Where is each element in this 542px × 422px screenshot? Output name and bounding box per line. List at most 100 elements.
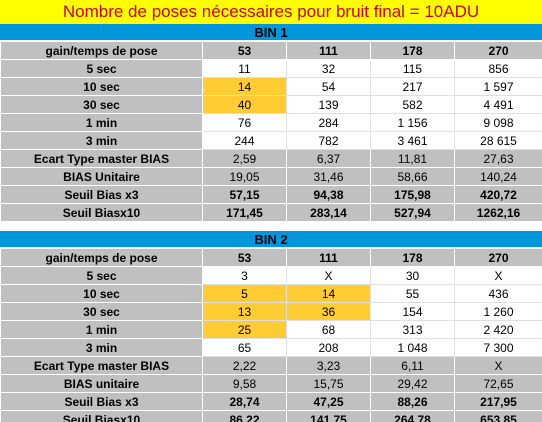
value-cell: 28 615 bbox=[454, 131, 542, 150]
stats-value-cell: 29,42 bbox=[370, 374, 455, 393]
highlighted-value-cell: 40 bbox=[202, 95, 287, 114]
stats-value-cell: 11,81 bbox=[370, 149, 455, 168]
highlighted-value-cell: 5 bbox=[202, 284, 287, 303]
value-cell: 115 bbox=[370, 59, 455, 78]
exposure-label-cell: 3 min bbox=[0, 338, 203, 357]
table-header-row: gain/temps de pose 53 111 178 270 bbox=[0, 248, 542, 267]
exposure-row: 10 sec 14 54 217 1 597 bbox=[0, 77, 542, 96]
highlighted-value-cell: 25 bbox=[202, 320, 287, 339]
header-label-cell: gain/temps de pose bbox=[0, 248, 203, 267]
bin2-section: BIN 2 gain/temps de pose 53 111 178 270 5 sec… bbox=[0, 231, 542, 422]
stats-label-cell: Ecart Type master BIAS bbox=[0, 149, 203, 168]
stats-value-cell: 653,85 bbox=[454, 410, 542, 422]
exposure-label-cell: 10 sec bbox=[0, 77, 203, 96]
stats-row: Seuil Bias x3 28,74 47,25 88,26 217,95 bbox=[0, 392, 542, 411]
bin2-table: gain/temps de pose 53 111 178 270 5 sec 3 X 30 X 1… bbox=[0, 248, 542, 422]
value-cell: 436 bbox=[454, 284, 542, 303]
highlighted-value-cell: 14 bbox=[202, 77, 287, 96]
highlighted-value-cell: 36 bbox=[286, 302, 371, 321]
stats-value-cell: 175,98 bbox=[370, 185, 455, 204]
exposure-row: 10 sec 5 14 55 436 bbox=[0, 284, 542, 303]
stats-value-cell: 47,25 bbox=[286, 392, 371, 411]
exposure-row: 30 sec 40 139 582 4 491 bbox=[0, 95, 542, 114]
stats-value-cell: 31,46 bbox=[286, 167, 371, 186]
value-cell: 7 300 bbox=[454, 338, 542, 357]
exposure-row: 1 min 76 284 1 156 9 098 bbox=[0, 113, 542, 132]
bin1-header: BIN 1 bbox=[0, 24, 542, 41]
stats-value-cell: 527,94 bbox=[370, 203, 455, 222]
value-cell: 1 260 bbox=[454, 302, 542, 321]
stats-value-cell: 2,22 bbox=[202, 356, 287, 375]
value-cell: 2 420 bbox=[454, 320, 542, 339]
page-title: Nombre de poses nécessaires pour bruit f… bbox=[0, 0, 542, 24]
stats-value-cell: 58,66 bbox=[370, 167, 455, 186]
gain-header-cell: 111 bbox=[286, 248, 371, 267]
value-cell: X bbox=[286, 266, 371, 285]
stats-value-cell: 88,26 bbox=[370, 392, 455, 411]
value-cell: 1 156 bbox=[370, 113, 455, 132]
value-cell: 284 bbox=[286, 113, 371, 132]
value-cell: 217 bbox=[370, 77, 455, 96]
stats-value-cell: 2,59 bbox=[202, 149, 287, 168]
value-cell: 65 bbox=[202, 338, 287, 357]
stats-value-cell: 28,74 bbox=[202, 392, 287, 411]
value-cell: 208 bbox=[286, 338, 371, 357]
exposure-label-cell: 1 min bbox=[0, 320, 203, 339]
value-cell: 3 461 bbox=[370, 131, 455, 150]
table-header-row: gain/temps de pose 53 111 178 270 bbox=[0, 41, 542, 60]
exposure-row: 3 min 244 782 3 461 28 615 bbox=[0, 131, 542, 150]
gain-header-cell: 111 bbox=[286, 41, 371, 60]
stats-label-cell: Seuil Bias x3 bbox=[0, 185, 203, 204]
stats-value-cell: 15,75 bbox=[286, 374, 371, 393]
stats-value-cell: 6,11 bbox=[370, 356, 455, 375]
exposure-label-cell: 3 min bbox=[0, 131, 203, 150]
stats-value-cell: 217,95 bbox=[454, 392, 542, 411]
stats-row: Seuil Biasx10 86,22 141,75 264,78 653,85 bbox=[0, 410, 542, 422]
value-cell: 1 597 bbox=[454, 77, 542, 96]
value-cell: 139 bbox=[286, 95, 371, 114]
gain-header-cell: 270 bbox=[454, 41, 542, 60]
highlighted-value-cell: 14 bbox=[286, 284, 371, 303]
value-cell: 782 bbox=[286, 131, 371, 150]
value-cell: 76 bbox=[202, 113, 287, 132]
stats-value-cell: 94,38 bbox=[286, 185, 371, 204]
stats-row: Ecart Type master BIAS 2,22 3,23 6,11 X bbox=[0, 356, 542, 375]
stats-value-cell: 6,37 bbox=[286, 149, 371, 168]
exposure-row: 3 min 65 208 1 048 7 300 bbox=[0, 338, 542, 357]
bin1-table: gain/temps de pose 53 111 178 270 5 sec 11 32 11… bbox=[0, 41, 542, 222]
exposure-row: 5 sec 11 32 115 856 bbox=[0, 59, 542, 78]
value-cell: 244 bbox=[202, 131, 287, 150]
stats-row: BIAS Unitaire 19,05 31,46 58,66 140,24 bbox=[0, 167, 542, 186]
stats-value-cell: 264,78 bbox=[370, 410, 455, 422]
value-cell: 55 bbox=[370, 284, 455, 303]
value-cell: 4 491 bbox=[454, 95, 542, 114]
gain-header-cell: 270 bbox=[454, 248, 542, 267]
stats-value-cell: 57,15 bbox=[202, 185, 287, 204]
stats-label-cell: Seuil Biasx10 bbox=[0, 410, 203, 422]
exposure-label-cell: 30 sec bbox=[0, 302, 203, 321]
stats-label-cell: BIAS unitaire bbox=[0, 374, 203, 393]
bin1-section: BIN 1 gain/temps de pose 53 111 178 270 5 sec… bbox=[0, 24, 542, 222]
value-cell: 68 bbox=[286, 320, 371, 339]
stats-value-cell: 3,23 bbox=[286, 356, 371, 375]
bin2-header: BIN 2 bbox=[0, 231, 542, 248]
stats-value-cell: 1262,16 bbox=[454, 203, 542, 222]
value-cell: 154 bbox=[370, 302, 455, 321]
stats-label-cell: BIAS Unitaire bbox=[0, 167, 203, 186]
value-cell: 9 098 bbox=[454, 113, 542, 132]
stats-label-cell: Seuil Biasx10 bbox=[0, 203, 203, 222]
stats-value-cell: 27,63 bbox=[454, 149, 542, 168]
value-cell: 313 bbox=[370, 320, 455, 339]
exposure-label-cell: 30 sec bbox=[0, 95, 203, 114]
exposure-row: 5 sec 3 X 30 X bbox=[0, 266, 542, 285]
stats-value-cell: 86,22 bbox=[202, 410, 287, 422]
gain-header-cell: 178 bbox=[370, 248, 455, 267]
exposure-label-cell: 5 sec bbox=[0, 266, 203, 285]
gain-header-cell: 53 bbox=[202, 248, 287, 267]
exposure-label-cell: 5 sec bbox=[0, 59, 203, 78]
stats-value-cell: 72,65 bbox=[454, 374, 542, 393]
stats-row: Seuil Biasx10 171,45 283,14 527,94 1262,16 bbox=[0, 203, 542, 222]
header-label-cell: gain/temps de pose bbox=[0, 41, 203, 60]
exposure-label-cell: 1 min bbox=[0, 113, 203, 132]
stats-value-cell: 141,75 bbox=[286, 410, 371, 422]
